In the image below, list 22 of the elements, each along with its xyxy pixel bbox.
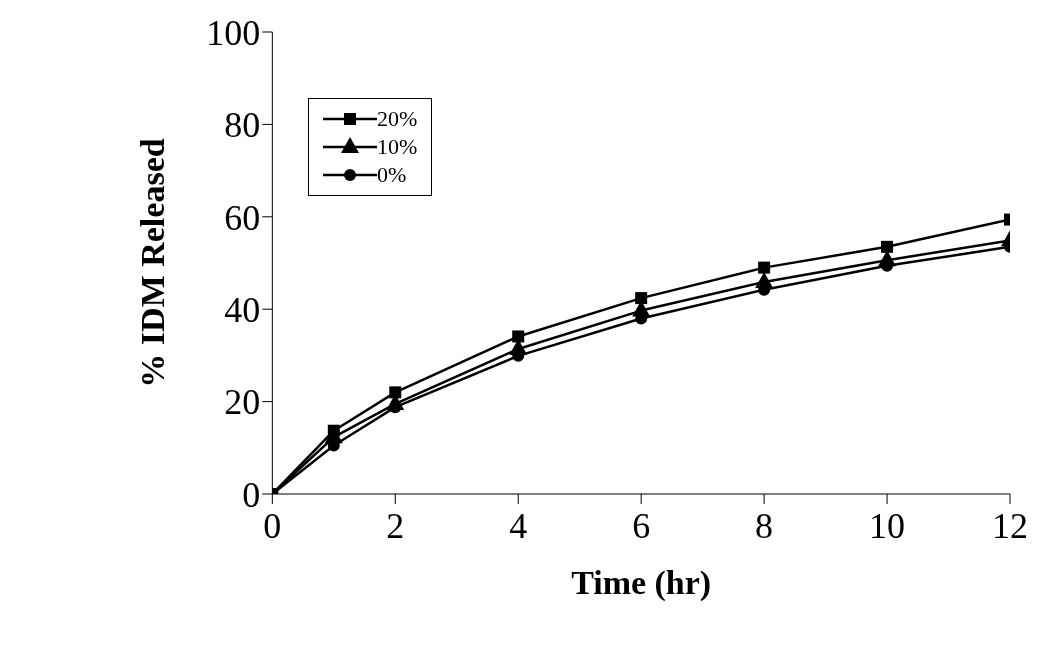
y-tick-label: 40 [224,289,261,330]
point [881,240,894,253]
legend-label: 20% [377,105,418,133]
x-tick-label: 12 [992,505,1028,546]
x-tick-label: 2 [386,505,405,546]
x-tick-label: 4 [509,505,528,546]
point [512,330,525,343]
point [635,292,648,305]
y-axis-title: % IDM Released [134,138,172,388]
point [758,261,771,274]
y-tick-label: 100 [206,12,261,53]
legend-label: 10% [377,133,418,161]
x-tick-label: 10 [869,505,906,546]
y-tick-label: 0 [242,474,261,515]
y-tick-label: 20 [224,382,261,423]
point [389,386,402,399]
x-tick-label: 6 [632,505,651,546]
x-axis-title: Time (hr) [571,564,712,602]
legend-label: 0% [377,161,407,189]
y-tick-label: 80 [224,105,261,146]
y-tick-label: 60 [224,197,261,238]
x-tick-label: 8 [755,505,774,546]
